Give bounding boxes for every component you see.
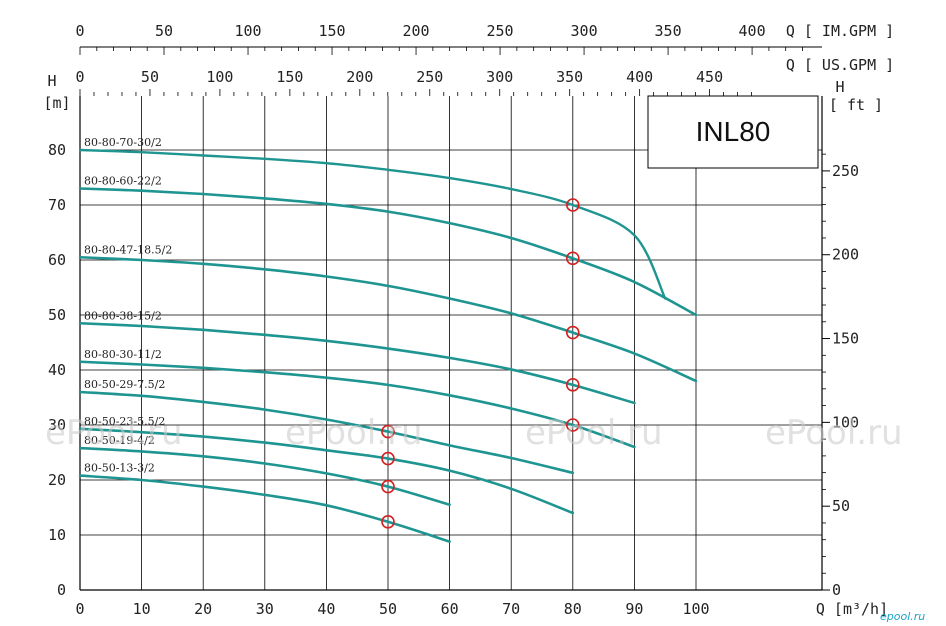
top-axis-im-tick-label: 200: [402, 22, 429, 40]
y-right-tick-label: 200: [832, 246, 859, 264]
watermark-2: ePool.ru: [285, 413, 423, 453]
series-label-9: 80-50-13-3/2: [84, 462, 155, 475]
series-labels: 80-80-70-30/2 80-80-60-22/2 80-80-47-18.5/…: [84, 136, 172, 475]
top-axis-us-tick-label: 200: [346, 68, 373, 86]
duty-point-5: [565, 418, 580, 432]
chart-title: INL80: [696, 116, 771, 147]
series-line-2: [78, 187, 698, 317]
duty-point-9: [381, 514, 395, 529]
x-tick-label: 50: [379, 600, 397, 618]
top-axis-im-tick-label: 350: [655, 22, 682, 40]
duty-point-4: [565, 378, 580, 392]
x-tick-label: 80: [564, 600, 582, 618]
x-tick-label: 30: [256, 600, 274, 618]
y-left-axis-unit: [m]: [43, 94, 70, 112]
y-left-tick-label: 50: [48, 306, 66, 324]
x-tick-label: 70: [502, 600, 520, 618]
series-line-1: [78, 148, 667, 300]
top-axis-us-tick-label: 300: [486, 68, 513, 86]
series-label-6: 80-50-29-7.5/2: [84, 378, 165, 391]
series-line-6: [78, 390, 575, 475]
duty-point-8: [381, 479, 395, 494]
y-right-tick-label: 100: [832, 413, 859, 431]
top-axis-im-tick-label: 250: [487, 22, 514, 40]
top-axis-im-tick-label: 100: [234, 22, 261, 40]
duty-point-1: [565, 198, 580, 212]
x-tick-label: 60: [441, 600, 459, 618]
watermark-1: ePool.ru: [45, 413, 183, 453]
watermarks: ePool.ru ePool.ru ePool.ru ePool.ru: [45, 413, 903, 453]
top-axis-us-tick-label: 150: [276, 68, 303, 86]
top-axis-im-tick-label: 400: [739, 22, 766, 40]
axes: 0 10 20 30 40 50 60 70 80 90 100 Q [m³/h]0102030405…: [43, 22, 894, 618]
top-axis-im-tick-label: 0: [75, 22, 84, 40]
duty-point-2: [565, 251, 580, 266]
x-tick-label: 10: [133, 600, 151, 618]
y-left-axis-label: H: [47, 72, 56, 90]
top-axis-im-tick-label: 150: [318, 22, 345, 40]
y-right-tick-label: 0: [832, 581, 841, 599]
series-label-7: 80-50-23-5.5/2: [84, 415, 165, 428]
y-right-axis-unit: [ ft ]: [829, 96, 883, 114]
series-label-1: 80-80-70-30/2: [84, 136, 162, 149]
y-left-tick-label: 30: [48, 416, 66, 434]
y-left-tick-label: 40: [48, 361, 66, 379]
series-line-8: [78, 446, 451, 507]
y-right-tick-label: 50: [832, 497, 850, 515]
x-tick-label: 90: [625, 600, 643, 618]
y-right-tick-label: 250: [832, 162, 859, 180]
top-axis-us-tick-label: 450: [696, 68, 723, 86]
series-line-7: [78, 427, 575, 515]
series-label-2: 80-80-60-22/2: [84, 175, 162, 188]
series-line-5: [78, 360, 636, 449]
brand-logo: epool.ru: [880, 610, 925, 623]
top-axis-us-tick-label: 100: [206, 68, 233, 86]
watermark-3: ePool.ru: [525, 413, 663, 453]
series-label-3: 80-80-47-18.5/2: [84, 243, 172, 256]
series-label-5: 80-80-30-11/2: [84, 348, 162, 361]
x-axis-label: Q [m³/h]: [816, 600, 888, 618]
series-label-4: 80-80-38-15/2: [84, 309, 162, 322]
grid: [79, 96, 822, 591]
top-axis-us-tick-label: 400: [626, 68, 653, 86]
watermark-4: ePool.ru: [765, 413, 903, 453]
duty-point-3: [565, 325, 580, 340]
top-axis-us-label: Q [ US.GPM ]: [786, 56, 894, 74]
x-tick-label: 100: [682, 600, 709, 618]
series-line-4: [78, 321, 636, 405]
duty-point-7: [381, 451, 395, 466]
top-axis-us-tick-label: 0: [75, 68, 84, 86]
top-axis-im-label: Q [ IM.GPM ]: [786, 22, 894, 40]
series-line-9: [78, 474, 451, 543]
series-curves: [78, 148, 698, 543]
top-axis-im-tick-label: 50: [155, 22, 173, 40]
top-axis-us-tick-label: 250: [416, 68, 443, 86]
y-left-tick-label: 20: [48, 471, 66, 489]
top-axis-us-tick-label: 350: [556, 68, 583, 86]
y-left-tick-label: 70: [48, 196, 66, 214]
y-right-axis-label: H: [835, 78, 844, 96]
y-left-tick-label: 0: [57, 581, 66, 599]
series-line-3: [78, 255, 698, 383]
y-left-tick-label: 10: [48, 526, 66, 544]
series-label-8: 80-50-19-4/2: [84, 434, 155, 447]
x-tick-label: 20: [194, 600, 212, 618]
duty-point-markers: [381, 198, 580, 529]
y-left-tick-label: 80: [48, 141, 66, 159]
x-tick-label: 40: [317, 600, 335, 618]
duty-point-6: [381, 424, 395, 439]
x-tick-label: 0: [75, 600, 84, 618]
y-left-tick-label: 60: [48, 251, 66, 269]
y-right-tick-label: 150: [832, 330, 859, 348]
top-axis-im-tick-label: 300: [571, 22, 598, 40]
top-axis-us-tick-label: 50: [141, 68, 159, 86]
title-box: INL80: [647, 95, 819, 169]
